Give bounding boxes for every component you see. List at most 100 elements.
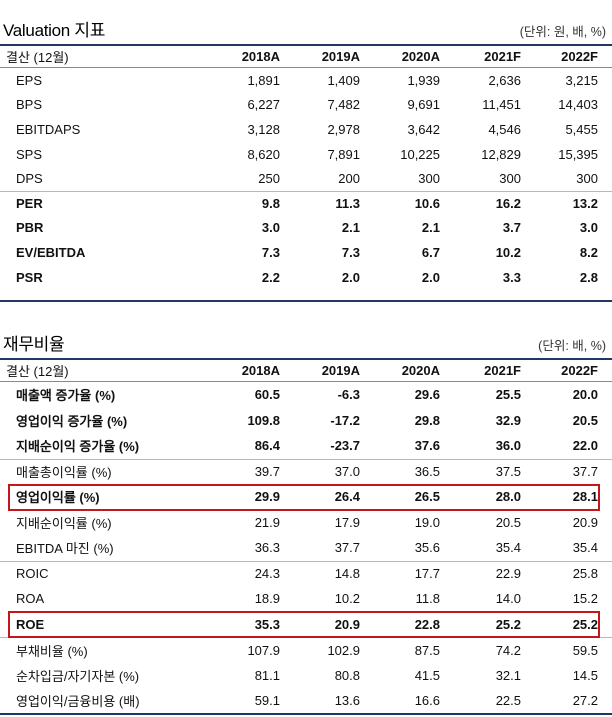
table-cell: 2.1 (421, 220, 440, 236)
row-label: ROE (16, 616, 45, 632)
table-cell: 25.8 (572, 566, 598, 582)
row-label: EV/EBITDA (16, 244, 86, 260)
ratios-header-row: 결산 (12월) 2018A 2019A 2020A 2021F 2022F (0, 360, 612, 382)
row-label: 영업이익률 (%) (16, 490, 100, 506)
table-cell: 3.7 (502, 220, 521, 236)
table-row: 순차입금/자기자본 (%) 81.1 80.8 41.5 32.1 14.5 (0, 663, 612, 689)
row-label: 지배순이익 증가율 (%) (16, 439, 140, 455)
table-cell: 300 (576, 171, 598, 187)
table-row: ROIC 24.3 14.8 17.7 22.9 25.8 (0, 560, 612, 587)
table-row: ROA 18.9 10.2 11.8 14.0 15.2 (0, 586, 612, 612)
table-cell: 60.5 (254, 387, 280, 403)
table-row: EV/EBITDA 7.3 7.3 6.7 10.2 8.2 (0, 240, 612, 265)
table-row: 매출액 증가율 (%) 60.5 -6.3 29.6 25.5 20.0 (0, 382, 612, 408)
table-cell: 2.8 (579, 269, 598, 285)
table-row: 영업이익률 (%) 29.9 26.4 26.5 28.0 28.1 (0, 484, 612, 510)
column-header: 결산 (12월) (6, 50, 69, 65)
valuation-header-row: 결산 (12월) 2018A 2019A 2020A 2021F 2022F (0, 46, 612, 68)
table-cell: 2.1 (341, 220, 360, 236)
row-label: 매출액 증가율 (%) (16, 388, 116, 404)
table-cell: 6.7 (421, 244, 440, 260)
table-cell: 4,546 (488, 121, 521, 137)
table-cell: 36.0 (495, 438, 521, 454)
table-cell: 6,227 (247, 97, 280, 113)
table-cell: 109.8 (247, 412, 280, 428)
table-row: DPS 250 200 300 300 300 (0, 166, 612, 191)
row-label: 순차입금/자기자본 (%) (16, 668, 140, 684)
table-cell: 102.9 (327, 642, 360, 658)
table-cell: 37.0 (334, 464, 360, 480)
table-cell: 18.9 (254, 591, 280, 607)
table-cell: 3.0 (579, 220, 598, 236)
table-cell: 24.3 (254, 566, 280, 582)
table-cell: 29.9 (254, 489, 280, 505)
table-cell: 39.7 (254, 464, 280, 480)
table-cell: 29.8 (414, 412, 440, 428)
table-cell: 29.6 (414, 387, 440, 403)
table-cell: 32.9 (495, 412, 521, 428)
row-label: ROIC (16, 566, 49, 582)
ratios-title-row: 재무비율 (단위: 배, %) (0, 335, 612, 360)
table-cell: 250 (258, 171, 280, 187)
table-cell: 15,395 (558, 146, 598, 162)
table-cell: 35.4 (495, 540, 521, 556)
table-cell: 37.5 (495, 464, 521, 480)
column-header: 2019A (321, 363, 360, 378)
table-cell: 2.0 (421, 269, 440, 285)
table-cell: 107.9 (247, 642, 280, 658)
table-cell: 20.5 (495, 514, 521, 530)
table-row: EPS 1,891 1,409 1,939 2,636 3,215 (0, 68, 612, 93)
row-label: EBITDAPS (16, 121, 81, 137)
valuation-bottom-rule (0, 300, 612, 302)
table-cell: 22.9 (495, 566, 521, 582)
valuation-title-row: Valuation 지표 (단위: 원, 배, %) (0, 21, 612, 46)
table-cell: 17.9 (334, 514, 360, 530)
row-label: 지배순이익률 (%) (16, 515, 112, 531)
table-cell: 16.6 (414, 693, 440, 709)
ratios-unit: (단위: 배, %) (538, 339, 606, 353)
table-cell: 200 (338, 171, 360, 187)
table-cell: 25.2 (495, 616, 521, 632)
table-cell: 300 (499, 171, 521, 187)
column-header: 2018A (241, 49, 280, 64)
table-cell: 37.6 (414, 438, 440, 454)
table-cell: 25.2 (572, 616, 598, 632)
table-cell: 36.3 (254, 540, 280, 556)
table-cell: 20.9 (572, 514, 598, 530)
table-cell: 28.0 (495, 489, 521, 505)
table-row: 매출총이익률 (%) 39.7 37.0 36.5 37.5 37.7 (0, 458, 612, 485)
ratios-body: 매출액 증가율 (%) 60.5 -6.3 29.6 25.5 20.0 영업이익 증가율 … (0, 382, 612, 714)
column-header: 2021F (484, 49, 521, 64)
row-label: SPS (16, 146, 43, 162)
ratios-title: 재무비율 (3, 335, 65, 354)
table-cell: 3.3 (502, 269, 521, 285)
table-row: EBITDAPS 3,128 2,978 3,642 4,546 5,455 (0, 117, 612, 142)
valuation-title: Valuation 지표 (3, 21, 106, 40)
table-cell: 28.1 (572, 489, 598, 505)
table-cell: 1,939 (407, 72, 440, 88)
column-header: 결산 (12월) (6, 364, 69, 379)
table-cell: 12,829 (481, 146, 521, 162)
table-row: 영업이익/금융비용 (배) 59.1 13.6 16.6 22.5 27.2 (0, 688, 612, 714)
table-cell: 35.4 (572, 540, 598, 556)
valuation-unit: (단위: 원, 배, %) (519, 25, 606, 39)
table-cell: 37.7 (572, 464, 598, 480)
table-cell: 35.6 (414, 540, 440, 556)
table-cell: 8,620 (247, 146, 280, 162)
table-cell: 15.2 (572, 591, 598, 607)
table-row: 부채비율 (%) 107.9 102.9 87.5 74.2 59.5 (0, 637, 612, 663)
table-cell: 25.5 (495, 387, 521, 403)
table-cell: 3,642 (407, 121, 440, 137)
table-row: 지배순이익 증가율 (%) 86.4 -23.7 37.6 36.0 22.0 (0, 433, 612, 459)
column-header: 2022F (561, 363, 598, 378)
table-cell: 1,409 (327, 72, 360, 88)
table-cell: -6.3 (337, 387, 360, 403)
table-cell: 7.3 (261, 244, 280, 260)
column-header: 2021F (484, 363, 521, 378)
table-cell: 3.0 (261, 220, 280, 236)
table-cell: 26.4 (334, 489, 360, 505)
table-cell: 22.8 (414, 616, 440, 632)
row-label: BPS (16, 97, 43, 113)
table-cell: 7,891 (327, 146, 360, 162)
table-cell: 3,215 (565, 72, 598, 88)
